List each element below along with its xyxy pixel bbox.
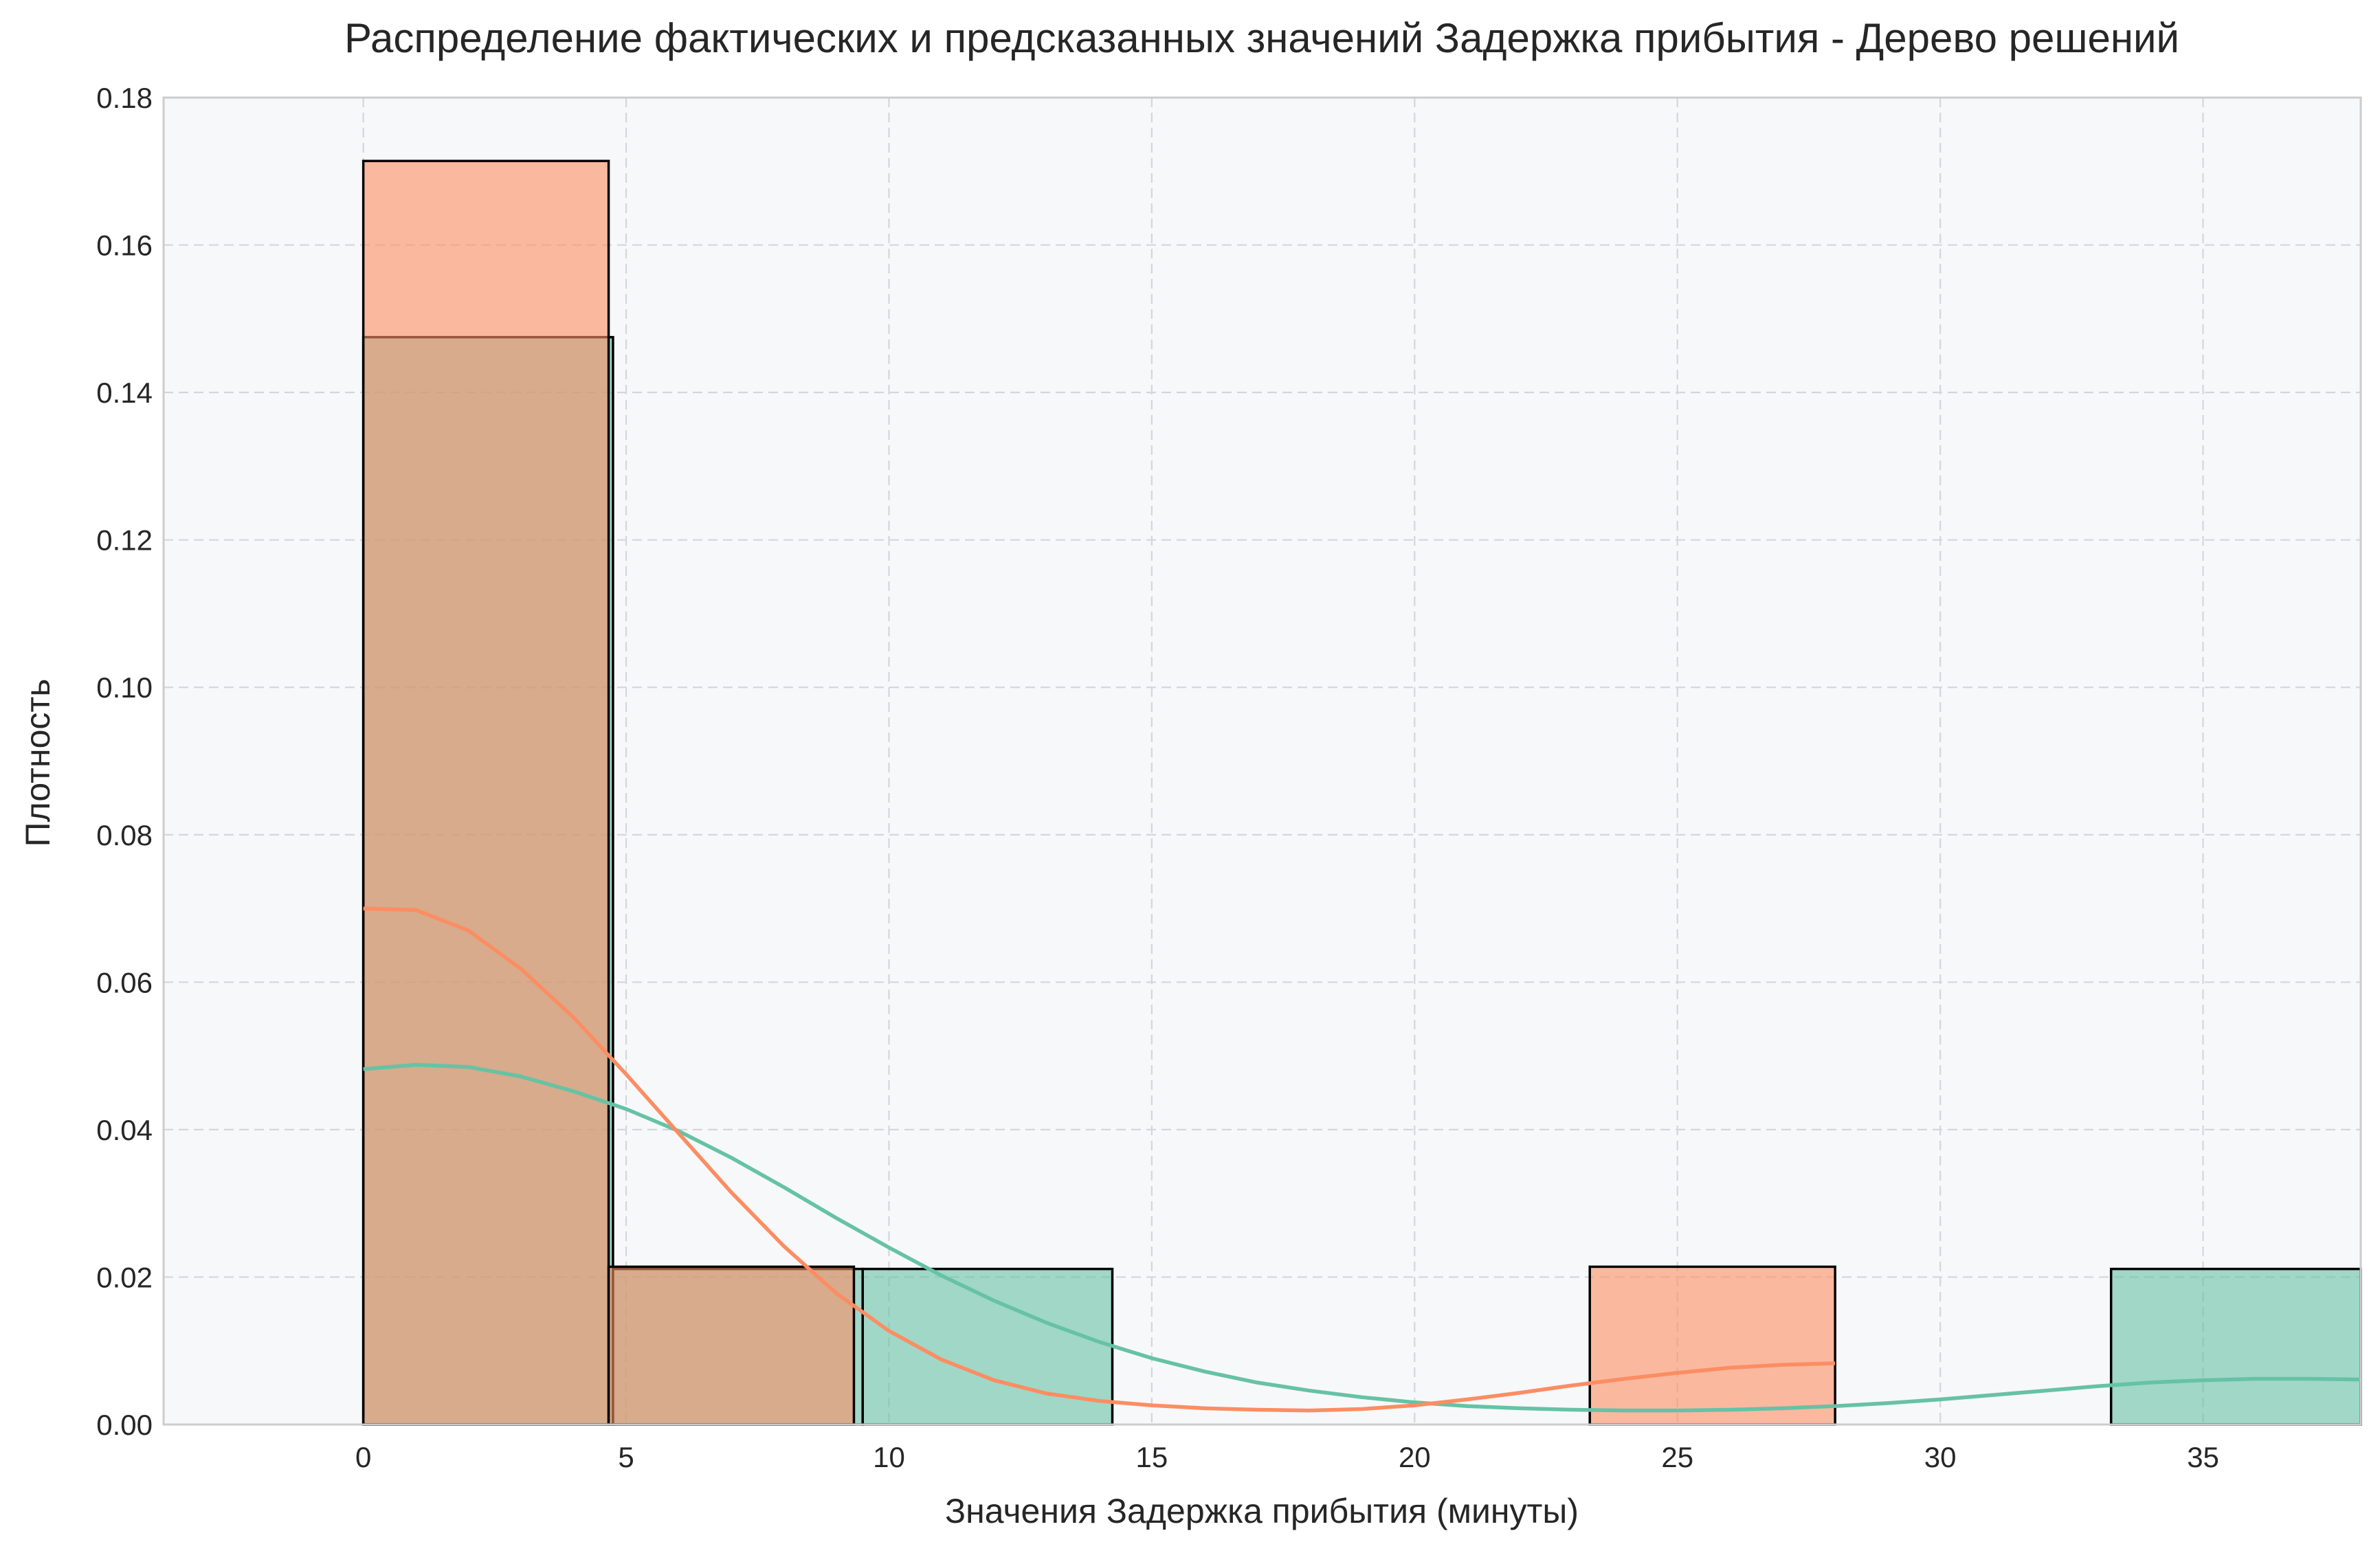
y-tick-label: 0.08 <box>96 819 153 851</box>
y-tick-label: 0.06 <box>96 966 153 998</box>
kde-line-predicted <box>363 906 1836 1413</box>
series-predicted-bars <box>362 159 1836 1426</box>
histogram-bar-predicted <box>362 159 610 1426</box>
histogram-bar-predicted <box>607 1265 856 1426</box>
x-tick-label: 35 <box>2187 1441 2219 1473</box>
y-tick-label: 0.02 <box>96 1261 153 1293</box>
x-tick-label: 30 <box>1924 1441 1957 1473</box>
y-tick-label: 0.12 <box>96 524 153 557</box>
x-tick-label: 5 <box>618 1441 634 1473</box>
x-tick-label: 20 <box>1399 1441 1431 1473</box>
x-tick-label: 10 <box>873 1441 905 1473</box>
x-tick-label: 0 <box>355 1441 371 1473</box>
histogram-bar-actual <box>2109 1267 2362 1426</box>
y-axis-label: Плотность <box>19 679 57 847</box>
kde-line-actual <box>363 1062 2361 1413</box>
chart-title: Распределение фактических и предсказанны… <box>344 15 2179 61</box>
y-tick-label: 0.14 <box>96 377 153 409</box>
y-tick-label: 0.16 <box>96 230 153 262</box>
histogram-bar-actual <box>861 1267 1114 1426</box>
x-tick-label: 15 <box>1136 1441 1168 1473</box>
y-tick-label: 0.00 <box>96 1409 153 1441</box>
x-axis-label: Значения Задержка прибытия (минуты) <box>945 1492 1579 1530</box>
y-tick-label: 0.18 <box>96 82 153 114</box>
y-tick-label: 0.04 <box>96 1114 153 1146</box>
x-tick-label: 25 <box>1661 1441 1693 1473</box>
histogram-bar-predicted <box>1588 1265 1836 1426</box>
plot-frame <box>162 96 2362 1426</box>
y-tick-label: 0.10 <box>96 671 153 704</box>
